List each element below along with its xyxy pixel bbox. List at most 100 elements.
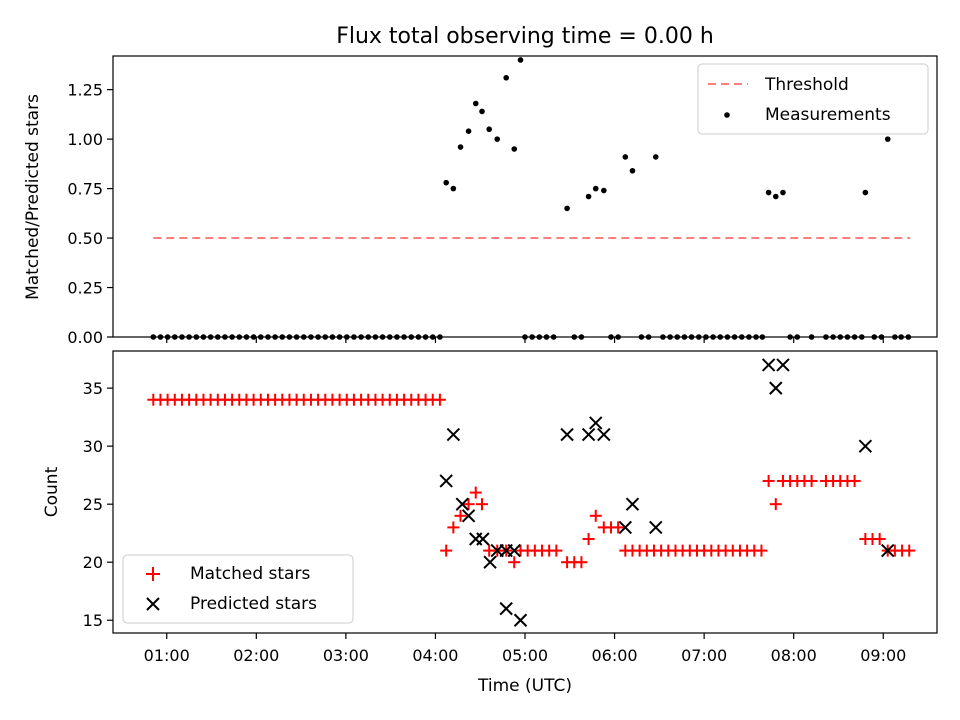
matched-star-point xyxy=(454,509,467,522)
measurement-point xyxy=(457,144,464,150)
matched-star-point xyxy=(848,474,861,487)
measurement-point xyxy=(479,108,485,115)
measurement-point xyxy=(517,57,524,63)
predicted-star-point xyxy=(439,474,453,488)
legend-measurements-label: Measurements xyxy=(765,105,891,125)
top-y-ticks: 0.00 0.25 0.50 0.75 1.00 1.25 xyxy=(67,81,113,347)
measurement-point xyxy=(511,146,518,152)
bottom-x-tick-label: 09:00 xyxy=(860,646,906,665)
measurement-point xyxy=(629,167,636,174)
predicted-star-point xyxy=(560,427,574,442)
bottom-legend-frame xyxy=(122,554,354,624)
predicted-stars-points xyxy=(439,358,895,627)
top-y-tick-label: 1.00 xyxy=(67,130,103,149)
matched-star-point xyxy=(575,556,588,569)
bottom-panel: 15 20 25 30 35 01:00 02:00 03:00 04:00 05:00 06:0… xyxy=(42,350,938,696)
predicted-star-point xyxy=(625,497,640,511)
legend-measurements-swatch xyxy=(724,112,730,118)
top-y-tick-label: 0.50 xyxy=(67,229,103,248)
measurement-point xyxy=(592,185,599,192)
bottom-y-axis-label: Count xyxy=(42,466,62,517)
matched-star-point xyxy=(550,544,563,557)
predicted-star-point xyxy=(776,358,790,372)
legend-predicted-swatch xyxy=(146,597,160,611)
x-axis-label: Time (UTC) xyxy=(477,676,572,696)
predicted-star-point xyxy=(581,427,596,442)
top-y-tick-label: 0.00 xyxy=(67,328,103,347)
matched-star-point xyxy=(612,521,625,534)
predicted-star-point xyxy=(461,509,476,523)
matched-star-point xyxy=(469,486,482,499)
bottom-y-tick-label: 35 xyxy=(83,379,103,398)
bottom-y-tick-label: 15 xyxy=(83,611,103,630)
measurement-point xyxy=(443,179,449,186)
predicted-star-point xyxy=(618,520,633,535)
legend-matched-swatch xyxy=(146,567,160,581)
predicted-star-point xyxy=(455,497,470,511)
matched-star-point xyxy=(769,498,782,511)
bottom-x-tick-label: 04:00 xyxy=(412,646,458,665)
bottom-y-ticks: 15 20 25 30 35 xyxy=(83,379,113,630)
bottom-x-tick-label: 02:00 xyxy=(233,646,279,665)
top-y-tick-label: 1.25 xyxy=(67,81,103,100)
bottom-x-ticks: 01:00 02:00 03:00 04:00 05:00 06:00 07:00 08:00… xyxy=(144,633,906,665)
bottom-x-tick-label: 07:00 xyxy=(681,646,727,665)
bottom-y-tick-label: 30 xyxy=(83,437,103,456)
predicted-star-point xyxy=(513,613,528,627)
legend-threshold-label: Threshold xyxy=(764,75,849,95)
predicted-star-point xyxy=(649,520,663,535)
predicted-star-point xyxy=(499,601,513,616)
top-legend: Threshold Measurements xyxy=(697,63,929,135)
figure-title: Flux total observing time = 0.00 h xyxy=(336,24,714,49)
predicted-star-point xyxy=(483,555,497,569)
measurement-point xyxy=(494,136,501,142)
predicted-star-point xyxy=(881,543,895,558)
legend-predicted-label: Predicted stars xyxy=(190,594,317,614)
bottom-axes-frame xyxy=(112,350,938,634)
matched-star-point xyxy=(433,393,446,406)
predicted-star-point xyxy=(476,532,490,546)
measurement-point xyxy=(503,74,509,81)
bottom-y-tick-label: 20 xyxy=(83,553,103,572)
predicted-star-point xyxy=(769,381,783,395)
measurement-point xyxy=(564,205,570,212)
matched-star-point xyxy=(903,544,916,557)
matched-star-point xyxy=(762,474,775,487)
top-y-tick-label: 0.25 xyxy=(67,279,103,298)
top-y-axis-label: Matched/Predicted stars xyxy=(23,94,43,300)
measurement-point xyxy=(772,193,779,200)
top-legend-frame xyxy=(697,63,929,135)
measurement-point xyxy=(450,185,457,192)
top-panel: 0.00 0.25 0.50 0.75 1.00 1.25 Matched/Predict… xyxy=(23,55,938,347)
bottom-legend: Matched stars Predicted stars xyxy=(122,554,354,624)
bottom-x-tick-label: 06:00 xyxy=(592,646,638,665)
measurement-point xyxy=(601,187,607,194)
measurement-point xyxy=(862,189,869,196)
measurement-point xyxy=(585,193,592,200)
legend-matched-label: Matched stars xyxy=(190,564,310,584)
top-y-tick-label: 0.75 xyxy=(67,180,103,199)
matched-star-point xyxy=(462,498,475,511)
bottom-x-tick-label: 05:00 xyxy=(502,646,548,665)
predicted-star-point xyxy=(597,427,611,442)
matched-star-point xyxy=(755,544,768,557)
predicted-star-point xyxy=(589,416,603,430)
measurement-point xyxy=(780,189,786,196)
measurement-point xyxy=(765,189,772,196)
matched-star-point xyxy=(589,509,602,522)
measurement-point xyxy=(486,126,492,133)
matched-star-point xyxy=(447,521,460,534)
predicted-star-point xyxy=(446,427,461,442)
measurement-point xyxy=(652,154,659,160)
matched-star-point xyxy=(440,544,453,557)
matched-star-point xyxy=(476,498,489,511)
bottom-x-tick-label: 01:00 xyxy=(144,646,190,665)
matched-star-point xyxy=(805,474,818,487)
bottom-y-tick-label: 25 xyxy=(83,495,103,514)
predicted-star-point xyxy=(507,543,521,558)
measurement-point xyxy=(465,128,472,134)
matched-star-point xyxy=(508,556,521,569)
matched-star-point xyxy=(582,533,595,545)
measurement-point xyxy=(622,154,629,160)
